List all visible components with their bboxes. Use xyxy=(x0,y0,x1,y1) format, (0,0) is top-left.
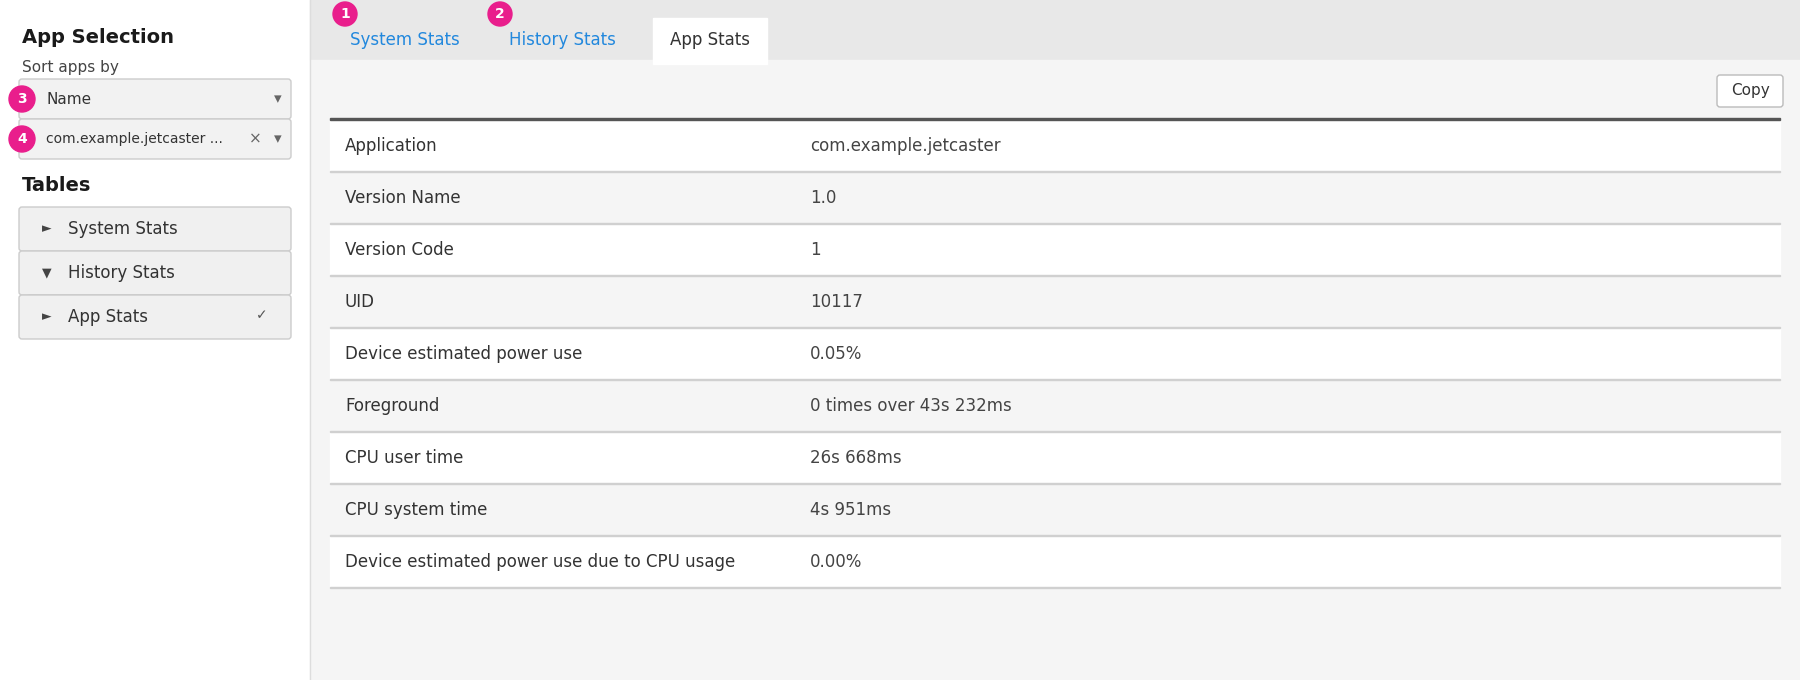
Text: 1.0: 1.0 xyxy=(810,189,837,207)
FancyBboxPatch shape xyxy=(653,18,767,64)
Bar xyxy=(0,0,310,680)
Text: History Stats: History Stats xyxy=(509,31,616,49)
Text: 2: 2 xyxy=(495,7,504,21)
Text: App Stats: App Stats xyxy=(670,31,751,49)
Bar xyxy=(329,536,1780,588)
Text: ▼: ▼ xyxy=(41,267,52,279)
Text: 4s 951ms: 4s 951ms xyxy=(810,501,891,519)
Text: 0 times over 43s 232ms: 0 times over 43s 232ms xyxy=(810,397,1012,415)
FancyBboxPatch shape xyxy=(27,295,283,335)
Text: System Stats: System Stats xyxy=(68,220,178,238)
Bar xyxy=(329,587,1780,588)
Bar xyxy=(329,223,1780,224)
Bar xyxy=(329,484,1780,536)
FancyBboxPatch shape xyxy=(20,207,292,251)
Text: ▾: ▾ xyxy=(274,92,283,107)
Bar xyxy=(329,172,1780,224)
FancyBboxPatch shape xyxy=(20,295,292,339)
Bar xyxy=(329,431,1780,432)
Text: ✓: ✓ xyxy=(256,308,268,322)
Circle shape xyxy=(9,126,34,152)
Text: 3: 3 xyxy=(18,92,27,106)
Text: Copy: Copy xyxy=(1730,84,1769,99)
Bar xyxy=(329,327,1780,328)
Text: Device estimated power use due to CPU usage: Device estimated power use due to CPU us… xyxy=(346,553,734,571)
Bar xyxy=(329,224,1780,276)
Bar xyxy=(329,379,1780,380)
Text: 1: 1 xyxy=(340,7,349,21)
Bar xyxy=(329,380,1780,432)
Bar xyxy=(653,18,767,64)
Bar xyxy=(329,535,1780,536)
Text: App Stats: App Stats xyxy=(68,308,148,326)
Text: Device estimated power use: Device estimated power use xyxy=(346,345,583,363)
FancyBboxPatch shape xyxy=(20,119,292,159)
Text: CPU user time: CPU user time xyxy=(346,449,463,467)
Text: Application: Application xyxy=(346,137,437,155)
Bar xyxy=(310,0,1800,60)
Text: UID: UID xyxy=(346,293,374,311)
Bar xyxy=(329,432,1780,484)
Text: 10117: 10117 xyxy=(810,293,862,311)
FancyBboxPatch shape xyxy=(20,79,292,119)
Text: System Stats: System Stats xyxy=(351,31,459,49)
Bar xyxy=(329,276,1780,328)
Circle shape xyxy=(488,2,511,26)
Text: Foreground: Foreground xyxy=(346,397,439,415)
Text: 26s 668ms: 26s 668ms xyxy=(810,449,902,467)
Text: com.example.jetcaster: com.example.jetcaster xyxy=(810,137,1001,155)
Text: ►: ► xyxy=(41,222,52,235)
Text: History Stats: History Stats xyxy=(68,264,175,282)
Bar xyxy=(329,483,1780,484)
FancyBboxPatch shape xyxy=(1717,75,1784,107)
Text: ►: ► xyxy=(41,311,52,324)
Text: Version Code: Version Code xyxy=(346,241,454,259)
Bar xyxy=(329,328,1780,380)
Text: ×: × xyxy=(248,131,261,146)
Text: Version Name: Version Name xyxy=(346,189,461,207)
Circle shape xyxy=(9,86,34,112)
Bar xyxy=(329,118,1780,120)
Text: App Selection: App Selection xyxy=(22,28,175,47)
Text: Tables: Tables xyxy=(22,176,92,195)
Text: Sort apps by: Sort apps by xyxy=(22,60,119,75)
Text: ▾: ▾ xyxy=(274,131,283,146)
Text: com.example.jetcaster ...: com.example.jetcaster ... xyxy=(47,132,223,146)
Bar xyxy=(310,60,1800,680)
Text: 4: 4 xyxy=(18,132,27,146)
Bar xyxy=(329,120,1780,172)
Bar xyxy=(329,275,1780,276)
Text: 0.00%: 0.00% xyxy=(810,553,862,571)
Text: 1: 1 xyxy=(810,241,821,259)
Text: CPU system time: CPU system time xyxy=(346,501,488,519)
Circle shape xyxy=(333,2,356,26)
Text: 0.05%: 0.05% xyxy=(810,345,862,363)
Bar xyxy=(329,171,1780,172)
FancyBboxPatch shape xyxy=(20,251,292,295)
Text: Name: Name xyxy=(47,92,92,107)
